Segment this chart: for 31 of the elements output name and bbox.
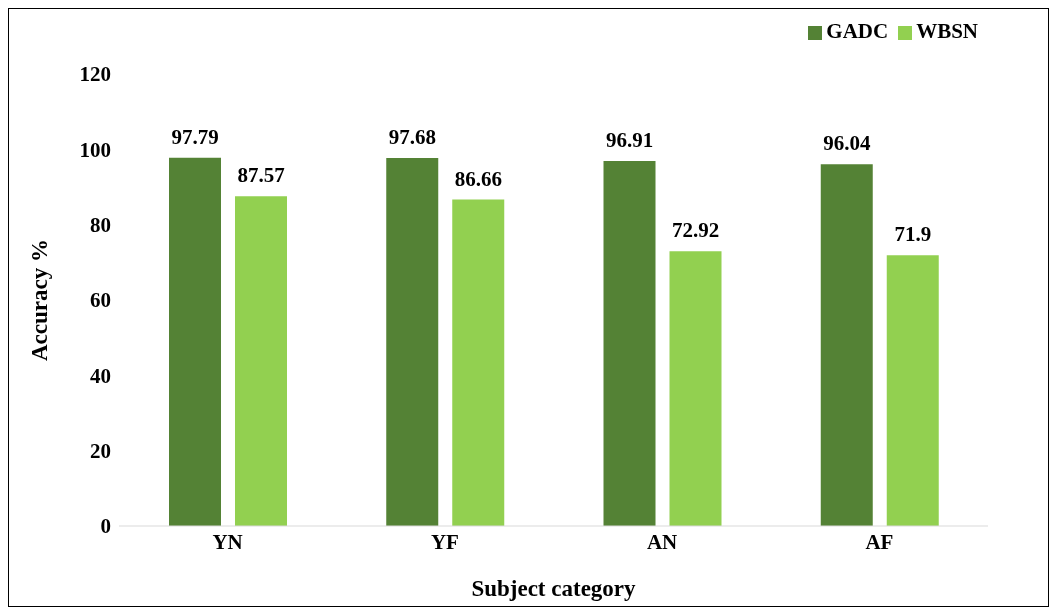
bar: [886, 255, 939, 526]
y-tick-label: 80: [90, 213, 111, 238]
y-tick-label: 0: [100, 514, 111, 539]
bar: [820, 164, 873, 526]
data-label: 97.79: [171, 124, 219, 149]
bar: [603, 160, 656, 526]
legend-label: WBSN: [916, 19, 978, 43]
y-tick-label: 40: [90, 363, 111, 388]
y-axis-title: Accuracy %: [27, 239, 53, 361]
data-label: 97.68: [388, 125, 436, 150]
data-label: 87.57: [237, 163, 285, 188]
bar: [669, 251, 722, 526]
bar: [235, 196, 287, 526]
data-label: 96.04: [823, 131, 871, 156]
data-label: 71.9: [894, 222, 932, 247]
data-label: 72.92: [671, 218, 720, 243]
data-label: 86.66: [454, 166, 502, 191]
legend-label: GADC: [826, 19, 889, 43]
y-tick-label: 100: [79, 137, 111, 162]
y-tick-label: 60: [90, 288, 111, 313]
y-tick-label: 120: [79, 62, 111, 87]
x-tick-label: YN: [212, 529, 243, 554]
y-tick-label: 20: [90, 439, 111, 464]
x-tick-label: AF: [865, 529, 894, 554]
data-label: 96.91: [605, 127, 654, 152]
x-tick-label: YF: [430, 529, 459, 554]
bar: [452, 199, 505, 526]
bar: [386, 158, 439, 526]
x-tick-label: AN: [646, 529, 678, 554]
bar: [169, 157, 221, 526]
x-axis-title: Subject category: [471, 576, 637, 601]
